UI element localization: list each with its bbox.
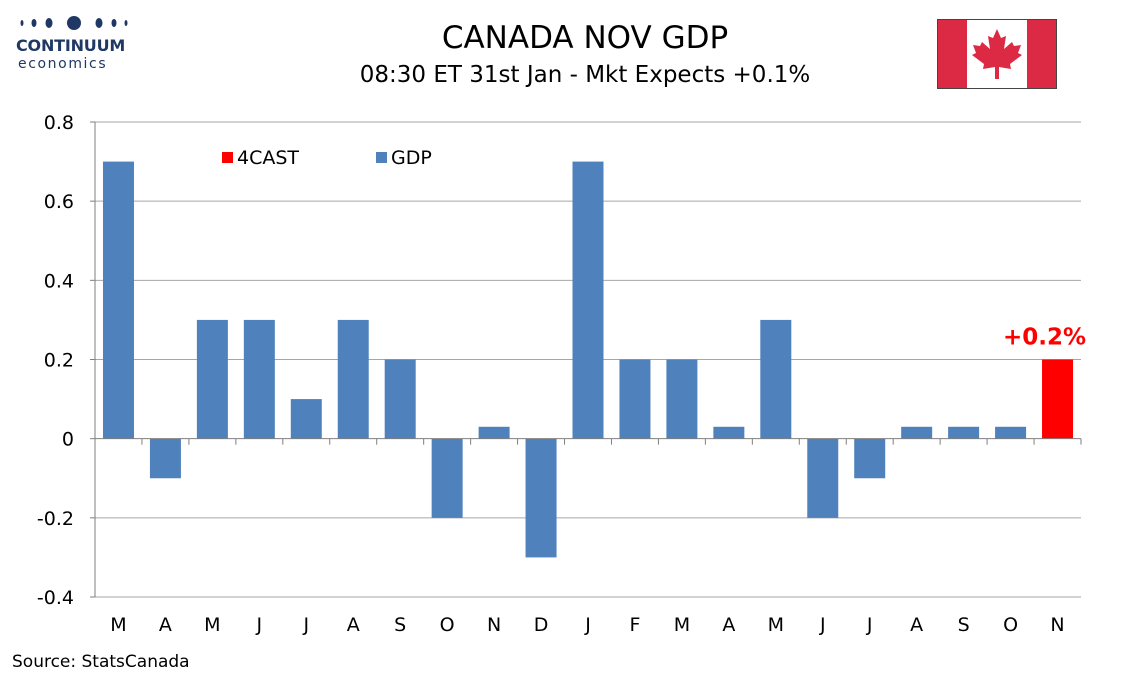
source-note: Source: StatsCanada bbox=[12, 652, 190, 672]
gdp-bar bbox=[807, 438, 839, 518]
x-tick-label: J bbox=[584, 614, 591, 636]
forecast-bar bbox=[1042, 359, 1074, 439]
chart-subtitle: 08:30 ET 31st Jan - Mkt Expects +0.1% bbox=[359, 62, 811, 88]
gdp-bar bbox=[572, 161, 604, 439]
gdp-bar bbox=[243, 319, 275, 439]
x-tick-label: J bbox=[819, 614, 826, 636]
chart-title: CANADA NOV GDP bbox=[441, 20, 729, 56]
legend-label: 4CAST bbox=[237, 147, 299, 169]
x-tick-label: N bbox=[487, 614, 501, 636]
y-tick-label: 0.8 bbox=[44, 112, 74, 134]
x-tick-label: M bbox=[204, 614, 220, 636]
x-tick-label: A bbox=[347, 614, 360, 636]
y-tick-label: 0.4 bbox=[44, 270, 74, 292]
gdp-bar bbox=[196, 319, 228, 439]
gdp-bar bbox=[149, 438, 181, 479]
x-tick-label: O bbox=[440, 614, 455, 636]
logo-name: CONTINUUM bbox=[16, 36, 126, 55]
y-tick-label: 0.6 bbox=[44, 191, 74, 213]
legend-swatch bbox=[222, 152, 233, 163]
logo-dots-icon bbox=[20, 16, 128, 30]
x-tick-label: F bbox=[629, 614, 640, 636]
gdp-bar bbox=[901, 426, 933, 439]
logo-subtitle: economics bbox=[18, 56, 108, 72]
continuum-logo: CONTINUUM economics bbox=[14, 14, 144, 78]
x-tick-label: J bbox=[302, 614, 309, 636]
x-tick-label: M bbox=[768, 614, 784, 636]
gdp-bar bbox=[666, 359, 698, 439]
x-tick-label: A bbox=[910, 614, 923, 636]
x-tick-label: A bbox=[722, 614, 735, 636]
x-tick-label: J bbox=[256, 614, 263, 636]
gdp-bar bbox=[948, 426, 980, 439]
gdp-bar bbox=[102, 161, 134, 439]
y-tick-label: 0 bbox=[62, 429, 74, 451]
forecast-annotation: +0.2% bbox=[1003, 325, 1086, 351]
legend-label: GDP bbox=[391, 147, 432, 169]
x-tick-label: S bbox=[958, 614, 970, 636]
x-tick-label: M bbox=[674, 614, 690, 636]
x-tick-label: S bbox=[394, 614, 406, 636]
canada-flag-icon bbox=[937, 19, 1057, 89]
gdp-bar bbox=[384, 359, 416, 439]
gdp-bar bbox=[525, 438, 557, 558]
legend-swatch bbox=[376, 152, 387, 163]
x-tick-label: J bbox=[866, 614, 873, 636]
gdp-bar bbox=[760, 319, 792, 439]
gdp-bar bbox=[854, 438, 886, 479]
x-tick-label: M bbox=[110, 614, 126, 636]
x-tick-label: O bbox=[1003, 614, 1018, 636]
gdp-bar bbox=[995, 426, 1027, 439]
x-tick-label: A bbox=[159, 614, 172, 636]
x-tick-label: N bbox=[1050, 614, 1064, 636]
y-tick-label: 0.2 bbox=[44, 350, 74, 372]
y-tick-label: -0.4 bbox=[37, 587, 74, 609]
gdp-bar bbox=[431, 438, 463, 518]
gdp-bar bbox=[478, 426, 510, 439]
x-tick-label: D bbox=[534, 614, 549, 636]
gdp-bar bbox=[290, 399, 322, 439]
gdp-bar bbox=[713, 426, 745, 439]
y-tick-label: -0.2 bbox=[37, 508, 74, 530]
gdp-bar bbox=[337, 319, 369, 439]
gdp-bar bbox=[619, 359, 651, 439]
